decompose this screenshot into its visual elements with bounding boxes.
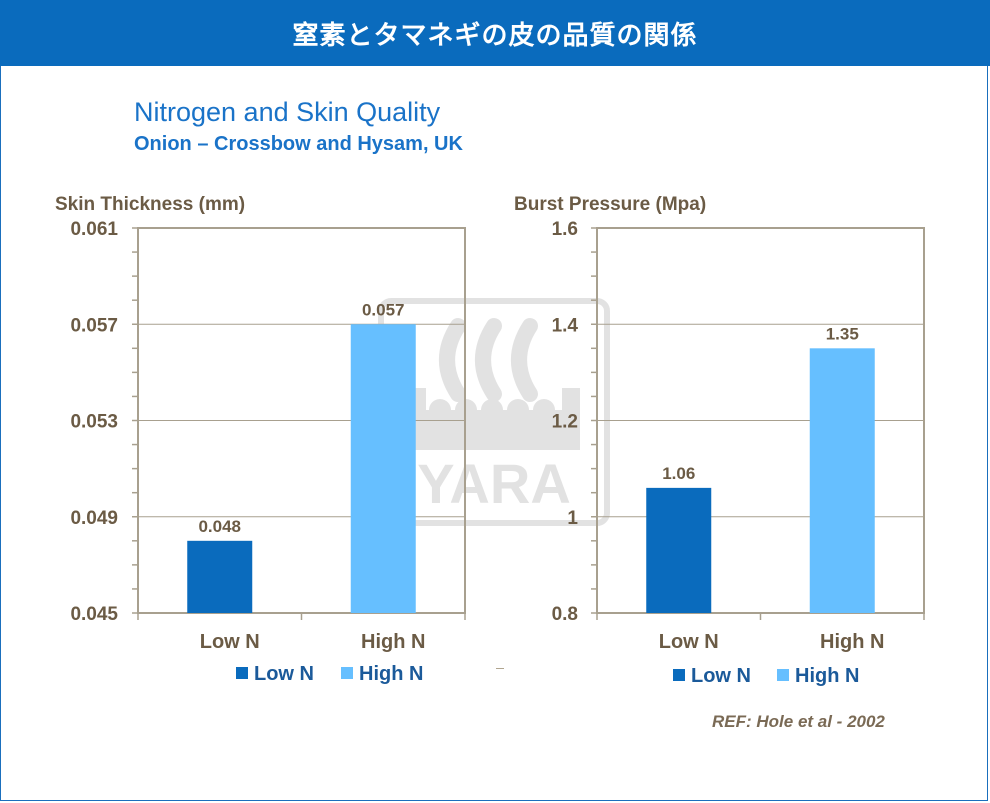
chart-skin-thickness: Skin Thickness (mm) 0.045 0.049 0.053 0.057 0…	[55, 194, 466, 685]
burst-legend-swatch	[673, 669, 685, 681]
skin-data-label: 0.057	[362, 300, 405, 319]
skin-ytick-label: 0.053	[70, 412, 118, 433]
skin-ytick-label: 0.061	[70, 219, 118, 240]
chart-subtitle: Onion – Crossbow and Hysam, UK	[134, 133, 463, 155]
skin-category-label: Low N	[200, 631, 260, 653]
burst-category-label: Low N	[659, 631, 719, 653]
burst-ytick-label: 1	[567, 508, 578, 529]
burst-legend-swatch	[777, 669, 789, 681]
burst-legend-label: Low N	[691, 665, 751, 687]
chart-burst-pressure: Burst Pressure (Mpa) 0.8 1 1.2 1.4 1.6 1.06 Low…	[514, 194, 925, 687]
watermark-text: YARA	[417, 452, 571, 515]
yara-logo-watermark: YARA	[378, 298, 610, 526]
skin-ytick-label: 0.057	[70, 315, 118, 336]
burst-bar-high-n	[809, 348, 875, 613]
chart-title: Nitrogen and Skin Quality	[134, 97, 441, 127]
banner-title: 窒素とタマネギの皮の品質の関係	[0, 0, 990, 66]
burst-ytick-label: 0.8	[552, 604, 578, 625]
divider-dash	[496, 668, 504, 669]
skin-ytick-label: 0.045	[70, 604, 118, 625]
skin-bar-low-n	[187, 540, 253, 613]
burst-ytick-label: 1.2	[552, 412, 578, 433]
burst-axis-title: Burst Pressure (Mpa)	[514, 194, 706, 215]
burst-data-label: 1.35	[826, 324, 859, 343]
burst-ytick-label: 1.4	[552, 315, 579, 336]
skin-bar-high-n	[350, 324, 416, 613]
skin-legend-swatch	[341, 667, 353, 679]
burst-data-label: 1.06	[662, 464, 695, 483]
skin-legend-swatch	[236, 667, 248, 679]
burst-ytick-label: 1.6	[552, 219, 578, 240]
burst-bar-low-n	[646, 487, 712, 613]
burst-category-label: High N	[820, 631, 884, 653]
skin-axis-title: Skin Thickness (mm)	[55, 194, 245, 215]
skin-legend-label: High N	[359, 663, 423, 685]
skin-data-label: 0.048	[198, 517, 241, 536]
skin-legend-label: Low N	[254, 663, 314, 685]
skin-ytick-label: 0.049	[70, 508, 118, 529]
reference-note: REF: Hole et al - 2002	[712, 712, 885, 731]
burst-legend-label: High N	[795, 665, 859, 687]
skin-category-label: High N	[361, 631, 425, 653]
